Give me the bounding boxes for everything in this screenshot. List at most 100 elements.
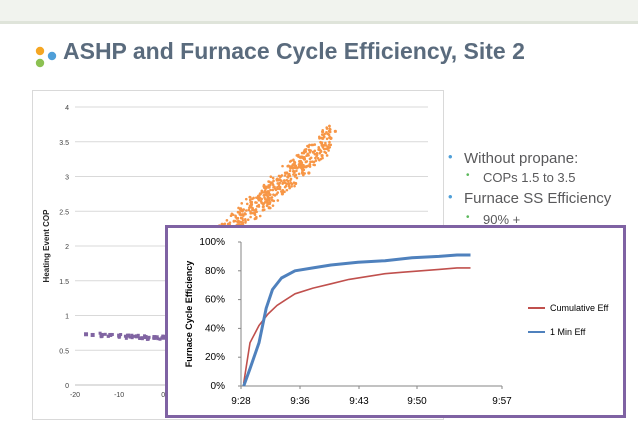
bullet-list: • Without propane: • COPs 1.5 to 3.5 • F… <box>448 149 612 227</box>
legend-label: 1 Min Eff <box>550 327 586 337</box>
x-tick-label: 9:57 <box>492 396 512 407</box>
data-point-orange <box>321 156 324 160</box>
data-point-purple <box>127 333 131 337</box>
data-point-purple <box>90 332 95 337</box>
slide-title: ASHP and Furnace Cycle Efficiency, Site … <box>63 38 525 64</box>
data-point-orange <box>311 160 314 163</box>
data-point-purple <box>128 335 132 339</box>
data-point-orange <box>304 147 308 151</box>
y-tick-label: 2 <box>65 244 69 251</box>
logo-dots-icon <box>35 46 57 68</box>
y-axis-title: Furnace Cycle Efficiency <box>184 261 194 368</box>
data-point-orange <box>249 210 252 213</box>
logo-dot-green <box>35 58 45 68</box>
data-point-orange <box>267 186 271 189</box>
data-point-orange <box>267 192 271 195</box>
data-point-orange <box>283 190 286 194</box>
data-point-orange <box>267 198 271 202</box>
data-point-orange <box>323 150 326 154</box>
data-point-orange <box>245 202 249 206</box>
data-point-orange <box>267 196 271 200</box>
y-tick-label: 100% <box>199 237 225 248</box>
data-point-orange <box>328 124 331 128</box>
data-point-orange <box>306 164 310 168</box>
y-tick-label: 3.5 <box>59 140 69 147</box>
bullet-item: • Furnace SS Efficiency <box>448 189 612 212</box>
data-point-orange <box>262 205 265 208</box>
data-point-orange <box>223 222 227 226</box>
data-point-purple <box>84 332 89 337</box>
legend-label: Cumulative Eff <box>550 303 609 313</box>
data-point-orange <box>254 208 258 211</box>
data-point-orange <box>285 178 289 182</box>
data-point-orange <box>300 151 304 155</box>
data-point-orange <box>325 154 329 157</box>
data-point-orange <box>253 217 257 221</box>
data-point-orange <box>314 156 317 160</box>
data-point-orange <box>241 210 244 213</box>
data-point-orange <box>265 186 268 190</box>
data-point-purple <box>98 331 102 335</box>
data-point-orange <box>289 181 293 185</box>
data-point-orange <box>322 133 325 137</box>
data-point-orange <box>312 163 315 167</box>
data-point-orange <box>262 191 266 194</box>
y-tick-label: 4 <box>65 105 69 112</box>
data-point-orange <box>272 185 275 189</box>
data-point-orange <box>255 201 258 204</box>
series-line-1min <box>242 253 471 387</box>
data-point-orange <box>320 141 324 145</box>
data-point-orange <box>249 200 252 204</box>
data-point-orange <box>276 187 280 191</box>
data-point-orange <box>271 188 275 192</box>
data-point-purple <box>108 332 113 337</box>
data-point-orange <box>271 204 275 207</box>
data-point-orange <box>268 180 271 184</box>
data-point-purple <box>117 335 121 339</box>
data-point-orange <box>327 133 331 137</box>
top-band <box>0 0 638 21</box>
data-point-orange <box>260 191 264 194</box>
data-point-orange <box>269 206 272 210</box>
data-point-orange <box>313 152 317 156</box>
data-point-orange <box>328 140 331 144</box>
data-point-purple <box>134 334 139 339</box>
data-point-orange <box>304 150 308 153</box>
data-point-orange <box>258 194 261 197</box>
sub-bullet-text: COPs 1.5 to 3.5 <box>483 170 576 185</box>
y-tick-label: 3 <box>65 175 69 182</box>
data-point-orange <box>270 196 273 199</box>
bullet-text: Furnace SS Efficiency <box>464 190 612 207</box>
data-point-orange <box>244 212 247 216</box>
y-tick-label: 1 <box>65 314 69 321</box>
data-point-purple <box>138 336 142 340</box>
data-point-orange <box>293 162 296 166</box>
data-point-orange <box>272 179 275 183</box>
data-point-orange <box>297 165 301 169</box>
data-point-orange <box>272 199 276 203</box>
data-point-orange <box>239 213 242 217</box>
data-point-orange <box>258 197 262 200</box>
y-tick-label: 20% <box>205 352 225 363</box>
data-point-orange <box>298 161 302 165</box>
data-point-purple <box>132 334 136 338</box>
data-point-orange <box>285 182 288 186</box>
data-point-orange <box>309 160 312 164</box>
data-point-orange <box>304 165 308 169</box>
data-point-orange <box>299 159 303 163</box>
data-point-orange <box>333 129 337 133</box>
data-point-orange <box>297 153 300 157</box>
data-point-orange <box>266 190 270 193</box>
data-point-purple <box>117 333 122 338</box>
data-point-orange <box>272 193 275 196</box>
data-point-orange <box>288 174 292 178</box>
data-point-orange <box>240 202 244 205</box>
data-point-orange <box>320 154 324 158</box>
data-point-purple <box>160 336 164 340</box>
data-point-purple <box>140 337 144 341</box>
data-point-orange <box>326 145 330 149</box>
data-point-orange <box>314 159 318 162</box>
data-point-orange <box>289 177 293 181</box>
data-point-orange <box>302 168 306 172</box>
data-point-orange <box>308 143 311 147</box>
